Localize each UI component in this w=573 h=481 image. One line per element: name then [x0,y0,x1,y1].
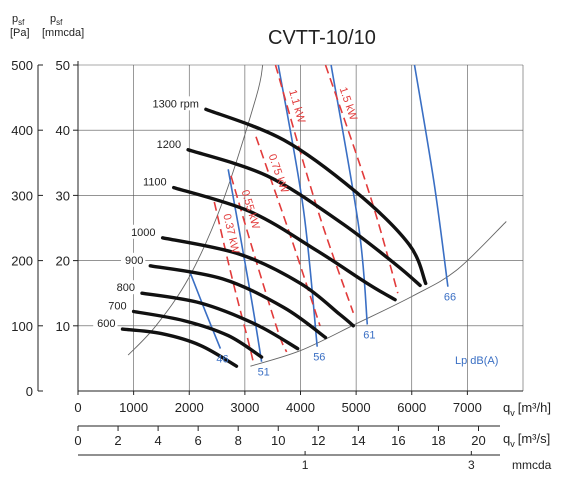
x-tick-label-m3s: 14 [351,433,365,448]
speed-label-bg [138,174,169,189]
y-tick-label-pa: 200 [11,254,33,269]
speed-curve-label: 1000 [131,227,155,239]
x-tick-label-m3h: 2000 [175,400,204,415]
x-tick-label-m3s: 10 [271,433,285,448]
sound-level-label: 66 [444,292,456,304]
x-tick-label-m3s: 4 [154,433,161,448]
speed-curve [160,236,355,328]
sound-level-label: 61 [363,329,375,341]
speed-curve-label: 800 [117,282,135,294]
y-tick-label-pa: 100 [11,319,33,334]
power-line [324,64,399,294]
y-tick-label-pa: 500 [11,58,33,73]
x-tick-label-mmcda: 1 [302,458,309,472]
y-tick-label-pa: 400 [11,123,33,138]
x-tick-label-mmcda: 3 [468,458,475,472]
x-axis-m3h-label: qv [m³/h] [503,400,551,418]
y-tick-label-mm: 30 [56,188,70,203]
y-tick-label-mm: 50 [56,58,70,73]
speed-label-bg [121,252,146,267]
sound-level-label: 46 [216,354,228,366]
x-axis-m3s-label: qv [m³/s] [503,431,550,449]
x-tick-label-m3s: 0 [74,433,81,448]
speed-label-bg [146,96,201,111]
power-line-label: 1.1 kW [286,88,307,125]
x-tick-label-m3s: 16 [391,433,405,448]
power-line [213,201,254,362]
x-tick-label-m3s: 2 [114,433,121,448]
x-tick-label-m3h: 6000 [397,400,426,415]
speed-curve [148,264,328,340]
x-tick-label-m3h: 4000 [286,400,315,415]
speed-label-bg [93,316,118,331]
speed-label-bg [127,224,158,239]
speed-curve-label: 1300 rpm [152,98,198,110]
speed-curve-label: 900 [125,255,143,267]
x-tick-label-m3s: 8 [235,433,242,448]
speed-curve [120,327,239,368]
y-axis-pa-symbol: psf [12,13,25,27]
operating-limit-curve [250,221,507,367]
chart-title: CVTT-10/10 [268,27,376,49]
x-tick-label-m3s: 12 [311,433,325,448]
x-tick-label-m3h: 1000 [119,400,148,415]
speed-curve [186,148,422,288]
speed-curve-label: 700 [108,300,126,312]
sound-level-label: 51 [258,367,270,379]
y-tick-label-pa: 300 [11,188,33,203]
y-tick-label-mm: 20 [56,254,70,269]
speed-curve-label: 1200 [157,139,181,151]
speed-curve [172,185,397,302]
x-tick-label-m3s: 18 [431,433,445,448]
x-axis-mmcda-label: mmcda [512,458,552,472]
y-axis-mm-symbol: psf [50,13,63,27]
speed-curve [204,107,428,286]
system-limit-curve [127,64,264,356]
speed-curve [140,291,300,351]
speed-label-bg [152,136,184,151]
x-tick-label-m3h: 7000 [453,400,482,415]
curves [120,64,507,368]
grid [78,64,524,391]
speed-label-bg [104,298,129,313]
x-tick-label-m3h: 5000 [342,400,371,415]
y-tick-label-mm: 40 [56,123,70,138]
speed-curve-label: 1100 [143,177,167,189]
sound-level-line [413,64,449,287]
power-line-label: 0.75 kW [266,153,291,196]
y-tick-label-mm: 10 [56,319,70,334]
x-tick-label-m3h: 3000 [230,400,259,415]
x-tick-label-m3s: 6 [195,433,202,448]
sound-units-label: Lp dB(A) [455,355,498,367]
sound-level-line [188,270,222,349]
speed-curve-label: 600 [97,318,115,330]
y-axis-pa-unit: [Pa] [10,27,30,39]
power-line [274,64,355,314]
y-tick-label-pa: 0 [26,384,33,399]
y-axis-mm-unit: [mmcda] [42,27,84,39]
speed-curve [131,309,264,359]
sound-level-label: 56 [313,352,325,364]
x-tick-label-m3h: 0 [74,400,81,415]
speed-label-bg [112,280,137,295]
x-tick-label-m3s: 20 [471,433,485,448]
